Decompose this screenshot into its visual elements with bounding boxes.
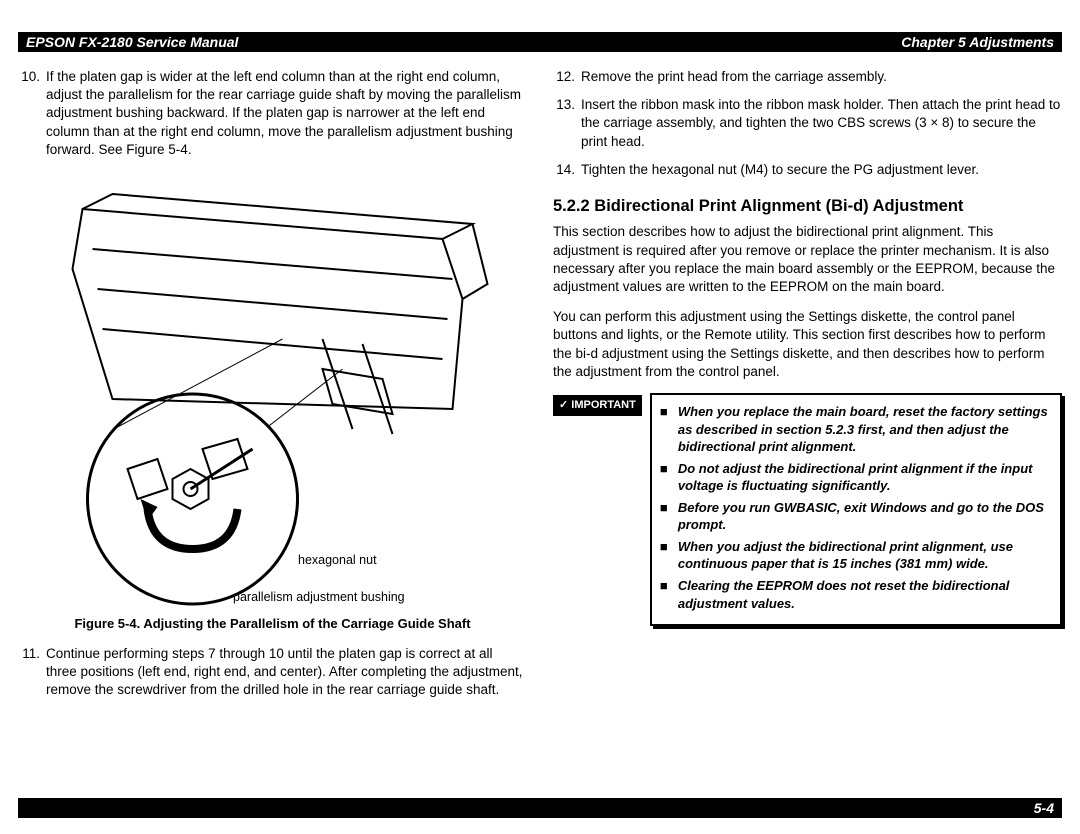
footer-bar: 5-4 bbox=[18, 798, 1062, 818]
figure-label-bushing: parallelism adjustment bushing bbox=[233, 589, 405, 606]
item-text: Insert the ribbon mask into the ribbon m… bbox=[581, 96, 1062, 151]
list-item-13: 13. Insert the ribbon mask into the ribb… bbox=[553, 96, 1062, 151]
bullet-square-icon: ■ bbox=[660, 499, 678, 534]
header-left: EPSON FX-2180 Service Manual bbox=[26, 33, 238, 52]
bullet-text: When you replace the main board, reset t… bbox=[678, 403, 1050, 456]
important-bullet: ■Do not adjust the bidirectional print a… bbox=[660, 460, 1050, 495]
bullet-text: Before you run GWBASIC, exit Windows and… bbox=[678, 499, 1050, 534]
item-number: 12. bbox=[553, 68, 581, 86]
section-heading-5-2-2: 5.2.2 Bidirectional Print Alignment (Bi-… bbox=[553, 195, 1062, 217]
item-text: Continue performing steps 7 through 10 u… bbox=[46, 645, 527, 700]
important-bullet: ■When you adjust the bidirectional print… bbox=[660, 538, 1050, 573]
important-bullet: ■Clearing the EEPROM does not reset the … bbox=[660, 577, 1050, 612]
header-right: Chapter 5 Adjustments bbox=[901, 33, 1054, 52]
printer-mechanism-illustration bbox=[18, 169, 527, 609]
bullet-text: Do not adjust the bidirectional print al… bbox=[678, 460, 1050, 495]
paragraph: You can perform this adjustment using th… bbox=[553, 308, 1062, 381]
bullet-text: When you adjust the bidirectional print … bbox=[678, 538, 1050, 573]
list-item-14: 14. Tighten the hexagonal nut (M4) to se… bbox=[553, 161, 1062, 179]
item-number: 14. bbox=[553, 161, 581, 179]
figure-label-hex-nut: hexagonal nut bbox=[298, 552, 377, 569]
bullet-square-icon: ■ bbox=[660, 538, 678, 573]
content-columns: 10. If the platen gap is wider at the le… bbox=[18, 68, 1062, 709]
item-number: 10. bbox=[18, 68, 46, 159]
item-text: Tighten the hexagonal nut (M4) to secure… bbox=[581, 161, 1062, 179]
item-number: 13. bbox=[553, 96, 581, 151]
item-text: If the platen gap is wider at the left e… bbox=[46, 68, 527, 159]
item-text: Remove the print head from the carriage … bbox=[581, 68, 1062, 86]
important-badge: IMPORTANT bbox=[553, 395, 642, 416]
bullet-square-icon: ■ bbox=[660, 403, 678, 456]
header-bar: EPSON FX-2180 Service Manual Chapter 5 A… bbox=[18, 32, 1062, 52]
page-number: 5-4 bbox=[1034, 799, 1054, 818]
bullet-text: Clearing the EEPROM does not reset the b… bbox=[678, 577, 1050, 612]
bullet-square-icon: ■ bbox=[660, 460, 678, 495]
figure-caption: Figure 5-4. Adjusting the Parallelism of… bbox=[18, 615, 527, 633]
list-item-11: 11. Continue performing steps 7 through … bbox=[18, 645, 527, 700]
list-item-10: 10. If the platen gap is wider at the le… bbox=[18, 68, 527, 159]
paragraph: This section describes how to adjust the… bbox=[553, 223, 1062, 296]
list-item-12: 12. Remove the print head from the carri… bbox=[553, 68, 1062, 86]
figure-5-4: hexagonal nut parallelism adjustment bus… bbox=[18, 169, 527, 609]
item-number: 11. bbox=[18, 645, 46, 700]
right-column: 12. Remove the print head from the carri… bbox=[553, 68, 1062, 709]
important-bullet: ■When you replace the main board, reset … bbox=[660, 403, 1050, 456]
important-box: ■When you replace the main board, reset … bbox=[650, 393, 1062, 626]
important-callout: IMPORTANT ■When you replace the main boa… bbox=[553, 393, 1062, 626]
left-column: 10. If the platen gap is wider at the le… bbox=[18, 68, 527, 709]
important-bullet: ■Before you run GWBASIC, exit Windows an… bbox=[660, 499, 1050, 534]
bullet-square-icon: ■ bbox=[660, 577, 678, 612]
